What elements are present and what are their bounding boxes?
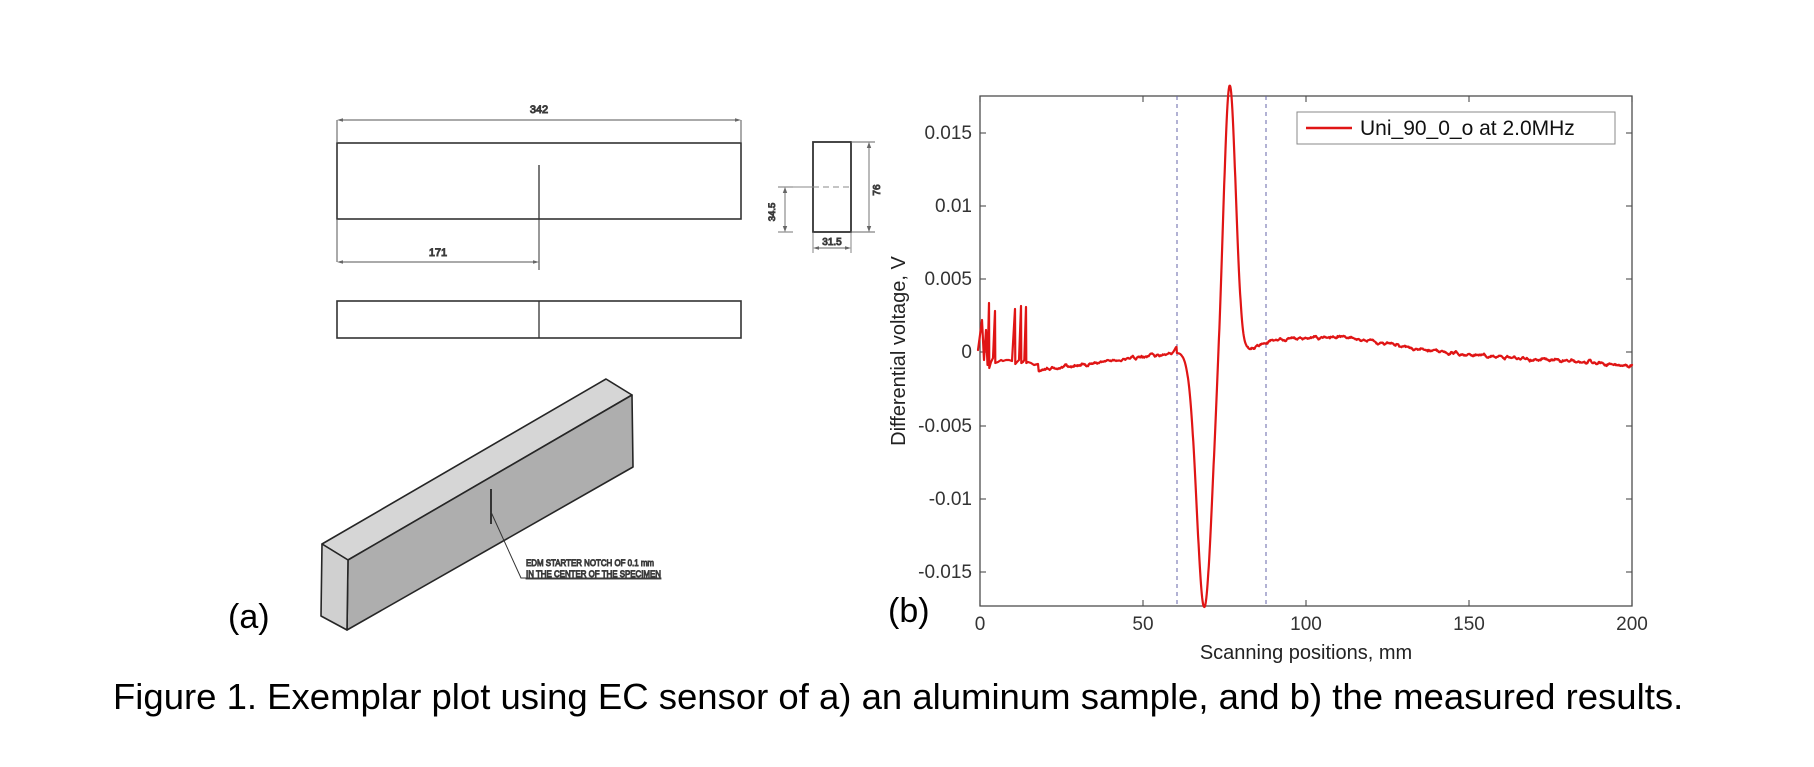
svg-text:50: 50 xyxy=(1132,614,1153,635)
svg-text:Differential voltage, V: Differential voltage, V xyxy=(888,255,910,445)
svg-text:100: 100 xyxy=(1290,614,1322,635)
svg-text:-0.01: -0.01 xyxy=(929,489,972,510)
svg-text:Scanning positions, mm: Scanning positions, mm xyxy=(1200,642,1412,664)
svg-text:0.015: 0.015 xyxy=(924,123,972,144)
svg-text:-0.015: -0.015 xyxy=(918,562,972,583)
svg-text:-0.005: -0.005 xyxy=(918,416,972,437)
svg-text:200: 200 xyxy=(1616,614,1648,635)
svg-text:0: 0 xyxy=(961,342,972,363)
svg-text:0.01: 0.01 xyxy=(935,196,972,217)
svg-text:Uni_90_0_o at 2.0MHz: Uni_90_0_o at 2.0MHz xyxy=(1360,117,1575,140)
svg-text:0: 0 xyxy=(975,614,986,635)
svg-text:0.005: 0.005 xyxy=(924,269,972,290)
svg-text:150: 150 xyxy=(1453,614,1485,635)
